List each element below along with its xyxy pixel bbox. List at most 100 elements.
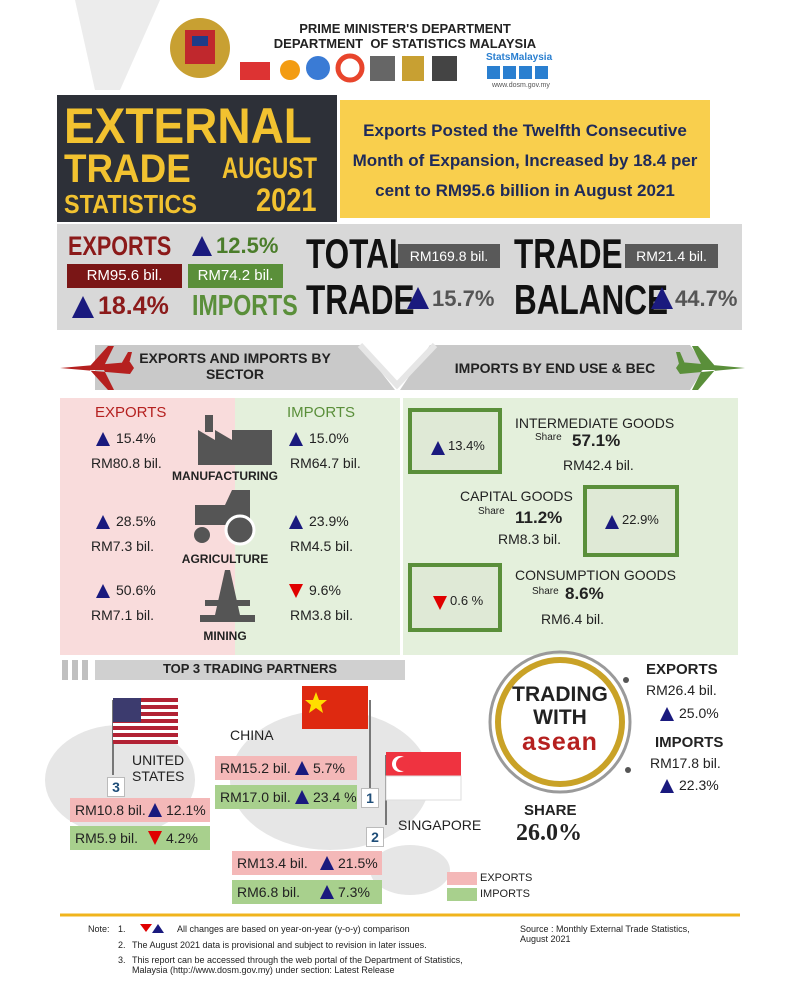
asean-heading: TRADING xyxy=(512,683,608,706)
partner-exports-value: RM13.4 bil. xyxy=(237,855,308,871)
change-arrow xyxy=(605,515,619,529)
sector-imports-value: RM3.8 bil. xyxy=(290,607,354,623)
map-shape xyxy=(370,845,450,895)
sector-name: MINING xyxy=(203,629,247,643)
partner-name: CHINA xyxy=(230,727,274,743)
banner xyxy=(400,345,705,390)
end-use-share: 57.1% xyxy=(572,431,621,450)
singapore-flag-moon xyxy=(396,757,410,771)
exports-value: RM95.6 bil. xyxy=(67,264,182,288)
partner-imports-value: RM6.8 bil. xyxy=(237,884,301,900)
us-flag-stripe xyxy=(113,719,178,723)
singapore-flag xyxy=(385,775,462,801)
sector-exports-value: RM80.8 bil. xyxy=(91,455,162,471)
us-flag-stripe xyxy=(113,733,178,737)
partner-rank: 1 xyxy=(361,788,379,808)
partner-imports-change: 4.2% xyxy=(166,830,198,846)
decor xyxy=(62,660,68,680)
emblem-part xyxy=(192,36,208,46)
title-line: TRADE xyxy=(64,147,191,191)
end-use-change: 22.9% xyxy=(622,512,659,527)
balance-change: 44.7% xyxy=(675,286,738,311)
partner-exports-change: 12.1% xyxy=(166,802,206,818)
note-text: All changes are based on year-on-year (y… xyxy=(177,924,410,934)
share-label: Share xyxy=(532,586,559,597)
sector-exports-change: 50.6% xyxy=(116,582,156,598)
sector-title: EXPORTS AND IMPORTS BY SECTOR xyxy=(139,350,331,383)
change-arrow xyxy=(148,831,162,845)
sector-name: MANUFACTURING xyxy=(172,469,278,483)
us-flag-stripe xyxy=(113,712,178,716)
change-arrow xyxy=(96,584,110,598)
partners-title-bar xyxy=(95,660,405,680)
plane-icon xyxy=(60,346,134,390)
partner-imports-value: RM17.0 bil. xyxy=(220,789,291,805)
social-handle: StatsMalaysia xyxy=(486,52,553,63)
partner-imports-box: RM6.8 bil. 7.3% xyxy=(232,880,382,904)
oil-rig-icon xyxy=(200,570,255,622)
partner-exports-change: 5.7% xyxy=(313,760,345,776)
title-panel xyxy=(57,95,337,222)
balance-label: TRADE xyxy=(514,230,623,277)
asean-imports-change: 22.3% xyxy=(679,777,719,793)
sector-exports-change: 15.4% xyxy=(116,430,156,446)
social-icon xyxy=(535,66,548,79)
change-arrow xyxy=(407,287,429,309)
social-icon xyxy=(487,66,500,79)
partner-imports-box: RM5.9 bil. 4.2% xyxy=(70,826,210,850)
partner-exports-box: RM15.2 bil. 5.7% xyxy=(215,756,357,780)
asean-logo-text: asean xyxy=(522,728,598,756)
imports-label: IMPORTS xyxy=(192,290,298,322)
asean-share: 26.0% xyxy=(516,820,582,846)
partner-imports-box: RM17.0 bil. 23.4 % xyxy=(215,785,357,809)
change-arrow xyxy=(433,596,447,610)
note-icon xyxy=(140,924,152,932)
change-arrow xyxy=(289,584,303,598)
sector-exports-change: 28.5% xyxy=(116,513,156,529)
change-arrow xyxy=(431,441,445,455)
decor xyxy=(72,660,78,680)
asean-imports-value: RM17.8 bil. xyxy=(650,755,721,771)
share-label: Share xyxy=(478,506,505,517)
change-arrow xyxy=(295,761,309,775)
us-flag-stripe xyxy=(113,705,178,709)
legend-label: IMPORTS xyxy=(480,888,530,900)
total-label: TRADE xyxy=(306,276,415,323)
sector-name: AGRICULTURE xyxy=(181,552,269,566)
end-use-value: RM42.4 bil. xyxy=(563,457,634,473)
sector-imports-value: RM64.7 bil. xyxy=(290,455,361,471)
end-use-value: RM8.3 bil. xyxy=(498,531,562,547)
end-use-name: CAPITAL GOODS xyxy=(460,488,573,504)
imports-change: 12.5% xyxy=(216,233,279,258)
legend-label: EXPORTS xyxy=(480,872,533,884)
note-number: 3. xyxy=(118,955,126,965)
agency: DEPARTMENT OF STATISTICS MALAYSIA xyxy=(273,36,537,51)
change-arrow xyxy=(320,885,334,899)
asean-share-label: SHARE xyxy=(524,802,577,819)
end-use-share: 8.6% xyxy=(565,584,604,603)
headline-panel xyxy=(340,100,710,218)
us-flag-stripe xyxy=(113,698,178,702)
partner-exports-value: RM10.8 bil. xyxy=(75,802,146,818)
share-label: Share xyxy=(535,432,562,443)
end-use-share: 11.2% xyxy=(515,508,563,527)
balance-label: BALANCE xyxy=(514,276,668,323)
asean-imports-label: IMPORTS xyxy=(655,734,724,751)
asean-ring xyxy=(488,650,632,794)
note-text: The August 2021 data is provisional and … xyxy=(132,940,427,950)
end-use-change: 13.4% xyxy=(448,438,485,453)
social-icon xyxy=(503,66,516,79)
decor xyxy=(625,767,631,773)
decor xyxy=(75,0,160,90)
tractor-wheel xyxy=(194,527,210,543)
sector-imports-change: 23.9% xyxy=(309,513,349,529)
icon-frame xyxy=(408,563,502,632)
factory-icon xyxy=(198,415,272,465)
sector-exports-value: RM7.3 bil. xyxy=(91,538,155,554)
end-use-name: INTERMEDIATE GOODS xyxy=(515,415,675,431)
total-label: TOTAL xyxy=(306,230,409,277)
change-arrow xyxy=(660,779,674,793)
title-month: AUGUST xyxy=(222,152,318,185)
asean-exports-change: 25.0% xyxy=(679,705,719,721)
